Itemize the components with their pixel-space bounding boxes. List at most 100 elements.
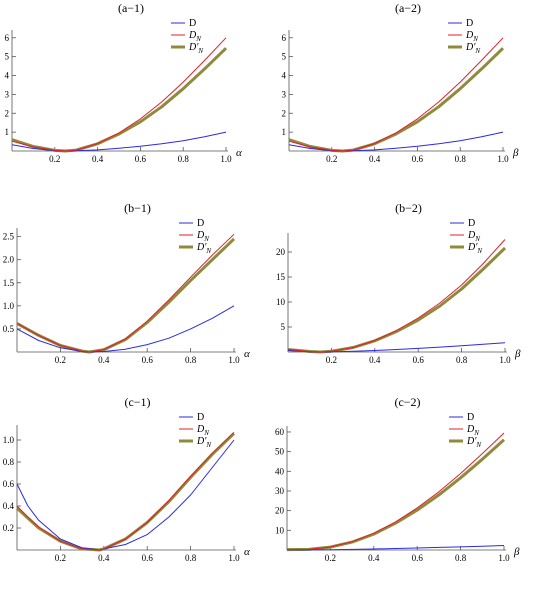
x-tick-label: 0.2: [326, 154, 337, 164]
y-tick-label: 6: [282, 33, 287, 43]
legend-label: D′N: [466, 436, 481, 449]
series-line-dp-n: [15, 432, 236, 552]
x-tick-label: 0.8: [456, 355, 468, 365]
y-tick-label: 2.0: [3, 255, 15, 265]
x-tick-label: 0.6: [412, 553, 424, 563]
series-line-dp-n: [11, 47, 228, 153]
chart-title: (b−2): [395, 201, 422, 215]
x-tick-label: 0.8: [455, 154, 467, 164]
x-axis-label: α: [244, 348, 250, 360]
x-tick-label: 0.6: [142, 553, 154, 563]
y-tick-label: 20: [276, 247, 286, 257]
y-tick-label: 20: [275, 506, 285, 516]
x-tick-label: 1.0: [497, 154, 509, 164]
y-tick-label: 10: [275, 525, 285, 535]
legend-label: DN: [467, 230, 480, 243]
x-tick-label: 0.2: [55, 355, 66, 365]
y-tick-label: 60: [275, 427, 285, 437]
series-line-d-n: [286, 432, 505, 551]
x-tick-label: 0.2: [326, 355, 337, 365]
x-axis-label: α: [244, 546, 250, 558]
y-tick-label: 1: [5, 127, 10, 137]
chart-panel-c-1: (c−1) 0.2 0.4 0.6 0.8 1.0 0.2 0.4 0.6 0.8 1.0 α DDND…: [3, 395, 250, 563]
x-tick-label: 0.4: [98, 355, 110, 365]
legend-label: D: [468, 218, 475, 229]
y-tick-label: 0.4: [3, 501, 15, 511]
legend-label: D′N: [196, 436, 211, 449]
y-tick-label: 0.6: [3, 479, 15, 489]
legend-label: D′N: [188, 42, 203, 55]
x-tick-label: 0.6: [135, 154, 147, 164]
series-line-d: [11, 131, 227, 152]
y-tick-label: 15: [276, 272, 286, 282]
legend-label: DN: [466, 424, 479, 437]
y-tick-label: 1: [282, 127, 287, 137]
series-line-dp-n: [287, 246, 507, 354]
series-line-d-n: [287, 239, 506, 353]
legend-label: D: [197, 218, 204, 229]
chart-title: (b−1): [124, 201, 151, 215]
x-tick-label: 1.0: [220, 154, 232, 164]
y-tick-label: 0.8: [3, 457, 15, 467]
x-tick-label: 0.8: [185, 355, 197, 365]
series-line-d: [286, 545, 505, 551]
y-tick-label: 2.5: [3, 232, 15, 242]
legend-label: DN: [188, 30, 201, 43]
x-tick-label: 0.8: [178, 154, 190, 164]
x-tick-label: 1.0: [499, 355, 511, 365]
chart-title: (c−2): [394, 395, 420, 409]
x-tick-label: 0.4: [369, 154, 381, 164]
x-tick-label: 0.6: [413, 355, 425, 365]
x-tick-label: 0.6: [412, 154, 424, 164]
x-axis-label: α: [236, 147, 242, 159]
x-tick-label: 0.4: [369, 355, 381, 365]
series-line-d-n: [288, 37, 504, 152]
legend-label: D: [197, 412, 204, 423]
y-tick-label: 5: [281, 322, 286, 332]
legend-label: DN: [196, 230, 209, 243]
y-tick-label: 0.2: [3, 523, 14, 533]
x-tick-label: 0.4: [92, 154, 104, 164]
legend-label: D′N: [196, 242, 211, 255]
legend-label: D: [189, 18, 196, 29]
legend-label: D′N: [467, 242, 482, 255]
series-line-dp-n: [286, 438, 506, 552]
chart-title: (a−2): [395, 1, 421, 15]
legend-label: D: [467, 412, 474, 423]
x-tick-label: 0.2: [55, 553, 66, 563]
x-tick-label: 0.4: [368, 553, 380, 563]
x-tick-label: 0.2: [325, 553, 336, 563]
legend-label: D′N: [465, 42, 480, 55]
x-tick-label: 0.8: [455, 553, 467, 563]
x-axis-label: β: [512, 147, 519, 159]
y-tick-label: 4: [282, 71, 287, 81]
y-tick-label: 1.5: [3, 278, 15, 288]
x-tick-label: 1.0: [228, 553, 240, 563]
series-line-d: [16, 305, 235, 353]
y-tick-label: 5: [5, 52, 10, 62]
y-tick-label: 1.0: [3, 435, 15, 445]
y-tick-label: 3: [282, 89, 287, 99]
chart-panel-b-1: (b−1) 0.2 0.4 0.6 0.8 1.0 0.5 1.0 1.5 2.0 2.5 α DDND…: [3, 201, 250, 365]
legend-label: DN: [196, 424, 209, 437]
legend-label: DN: [465, 30, 478, 43]
series-line-d-n: [16, 431, 235, 551]
y-tick-label: 30: [275, 486, 285, 496]
series-line-dp-n: [16, 237, 236, 354]
x-tick-label: 0.4: [98, 553, 110, 563]
chart-title: (c−1): [124, 395, 150, 409]
x-axis-label: β: [513, 546, 520, 558]
y-tick-label: 6: [5, 33, 10, 43]
x-tick-label: 0.8: [185, 553, 197, 563]
x-tick-label: 1.0: [498, 553, 510, 563]
x-tick-label: 0.6: [142, 355, 154, 365]
y-tick-label: 50: [275, 447, 285, 457]
